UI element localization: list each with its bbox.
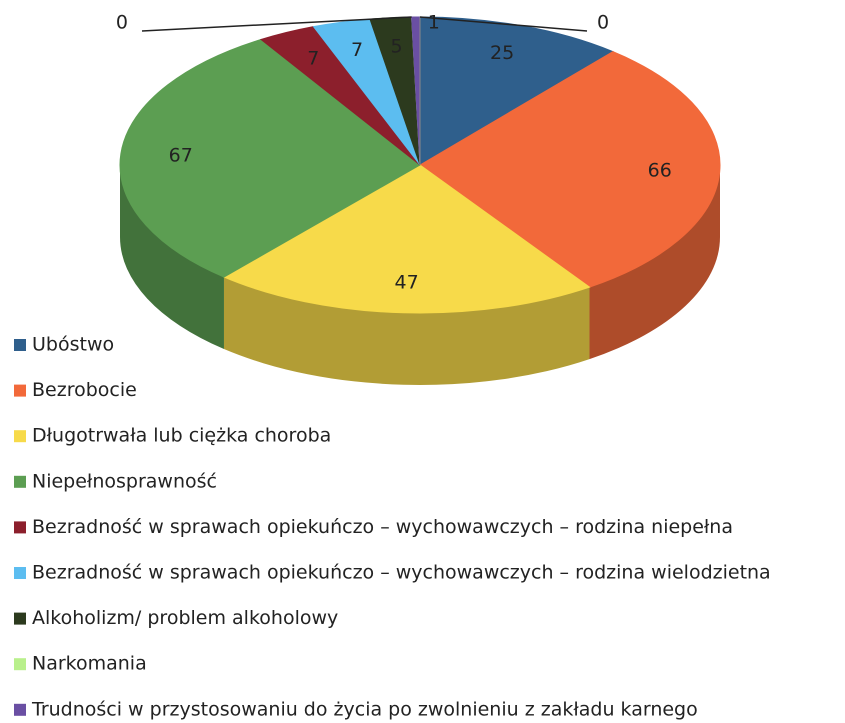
- pie-side: [120, 165, 224, 350]
- data-label: 7: [307, 47, 319, 69]
- legend-label: Alkoholizm/ problem alkoholowy: [32, 607, 338, 629]
- legend-swatch: [14, 339, 26, 351]
- legend-swatch: [14, 703, 26, 716]
- legend-label: Bezradność w sprawach opiekuńczo – wycho…: [32, 562, 771, 584]
- data-label: 67: [169, 144, 193, 166]
- pie-side: [589, 165, 720, 360]
- pie-slice: [419, 51, 721, 288]
- legend-label: Narkomania: [32, 653, 147, 675]
- legend-label: Długotrwała lub ciężka choroba: [32, 425, 331, 447]
- data-label: 25: [490, 42, 514, 64]
- legend-label: Bezrobocie: [32, 379, 137, 401]
- data-label: 7: [351, 39, 363, 61]
- legend-swatch: [14, 475, 26, 488]
- legend-swatch: [14, 612, 26, 625]
- data-label: 1: [428, 12, 440, 34]
- legend-label: Ubóstwo: [32, 334, 114, 356]
- legend-label: Niepełnosprawność: [32, 470, 217, 492]
- data-label: 66: [648, 159, 672, 181]
- data-label: 0: [597, 12, 609, 34]
- legend-swatch: [14, 567, 26, 579]
- leader-line: [141, 16, 412, 32]
- data-label: 5: [391, 36, 403, 58]
- leader-line: [419, 16, 588, 32]
- legend-label: Trudności w przystosowaniu do życia po z…: [31, 698, 698, 720]
- pie-slice: [119, 38, 421, 278]
- legend-swatch: [14, 658, 26, 671]
- legend-swatch: [14, 521, 26, 534]
- legend-swatch: [14, 430, 26, 443]
- data-label: 47: [395, 272, 419, 294]
- data-label: 0: [116, 12, 128, 34]
- legend-label: Bezradność w sprawach opiekuńczo – wycho…: [32, 516, 733, 538]
- pie-slice: [222, 164, 591, 314]
- legend-swatch: [14, 384, 26, 397]
